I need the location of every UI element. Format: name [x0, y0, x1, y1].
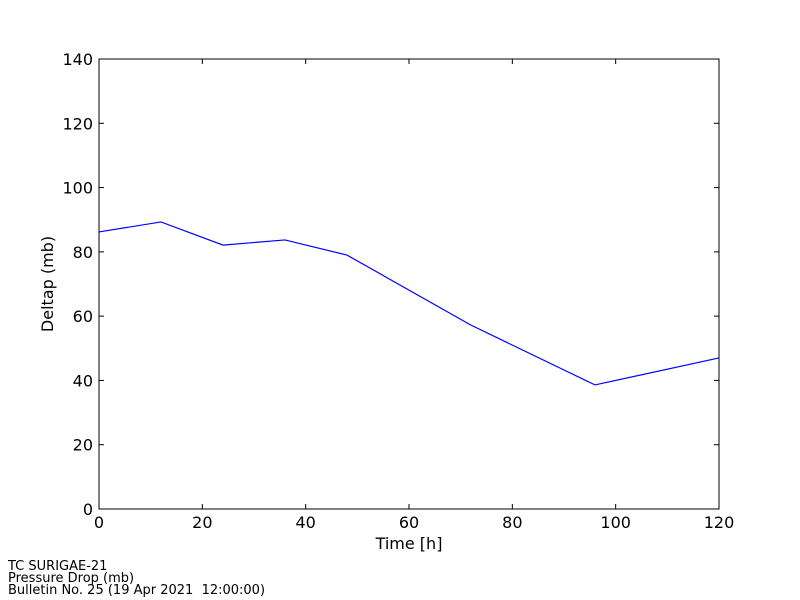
y-tick-label: 0: [83, 500, 93, 519]
x-tick-label: 60: [399, 513, 419, 532]
y-tick-label: 80: [73, 243, 93, 262]
footer-line: Bulletin No. 25 (19 Apr 2021 12:00:00): [8, 583, 265, 598]
y-tick-label: 60: [73, 307, 93, 326]
y-tick-label: 100: [62, 179, 93, 198]
x-tick-label: 80: [502, 513, 522, 532]
y-tick-label: 140: [62, 50, 93, 69]
y-axis-label: Deltap (mb): [38, 236, 57, 332]
footer-line: TC SURIGAE-21: [7, 559, 107, 574]
x-tick-label: 100: [600, 513, 631, 532]
x-tick-label: 40: [295, 513, 315, 532]
plot-frame: [98, 58, 720, 510]
x-tick-label: 20: [192, 513, 212, 532]
x-tick-label: 0: [94, 513, 104, 532]
y-tick-label: 40: [73, 371, 93, 390]
y-tick-label: 120: [62, 114, 93, 133]
x-axis-label: Time [h]: [375, 534, 443, 553]
y-tick-label: 20: [73, 436, 93, 455]
footer-line: Pressure Drop (mb): [8, 571, 134, 586]
data-line: [98, 221, 720, 386]
x-tick-label: 120: [704, 513, 735, 532]
